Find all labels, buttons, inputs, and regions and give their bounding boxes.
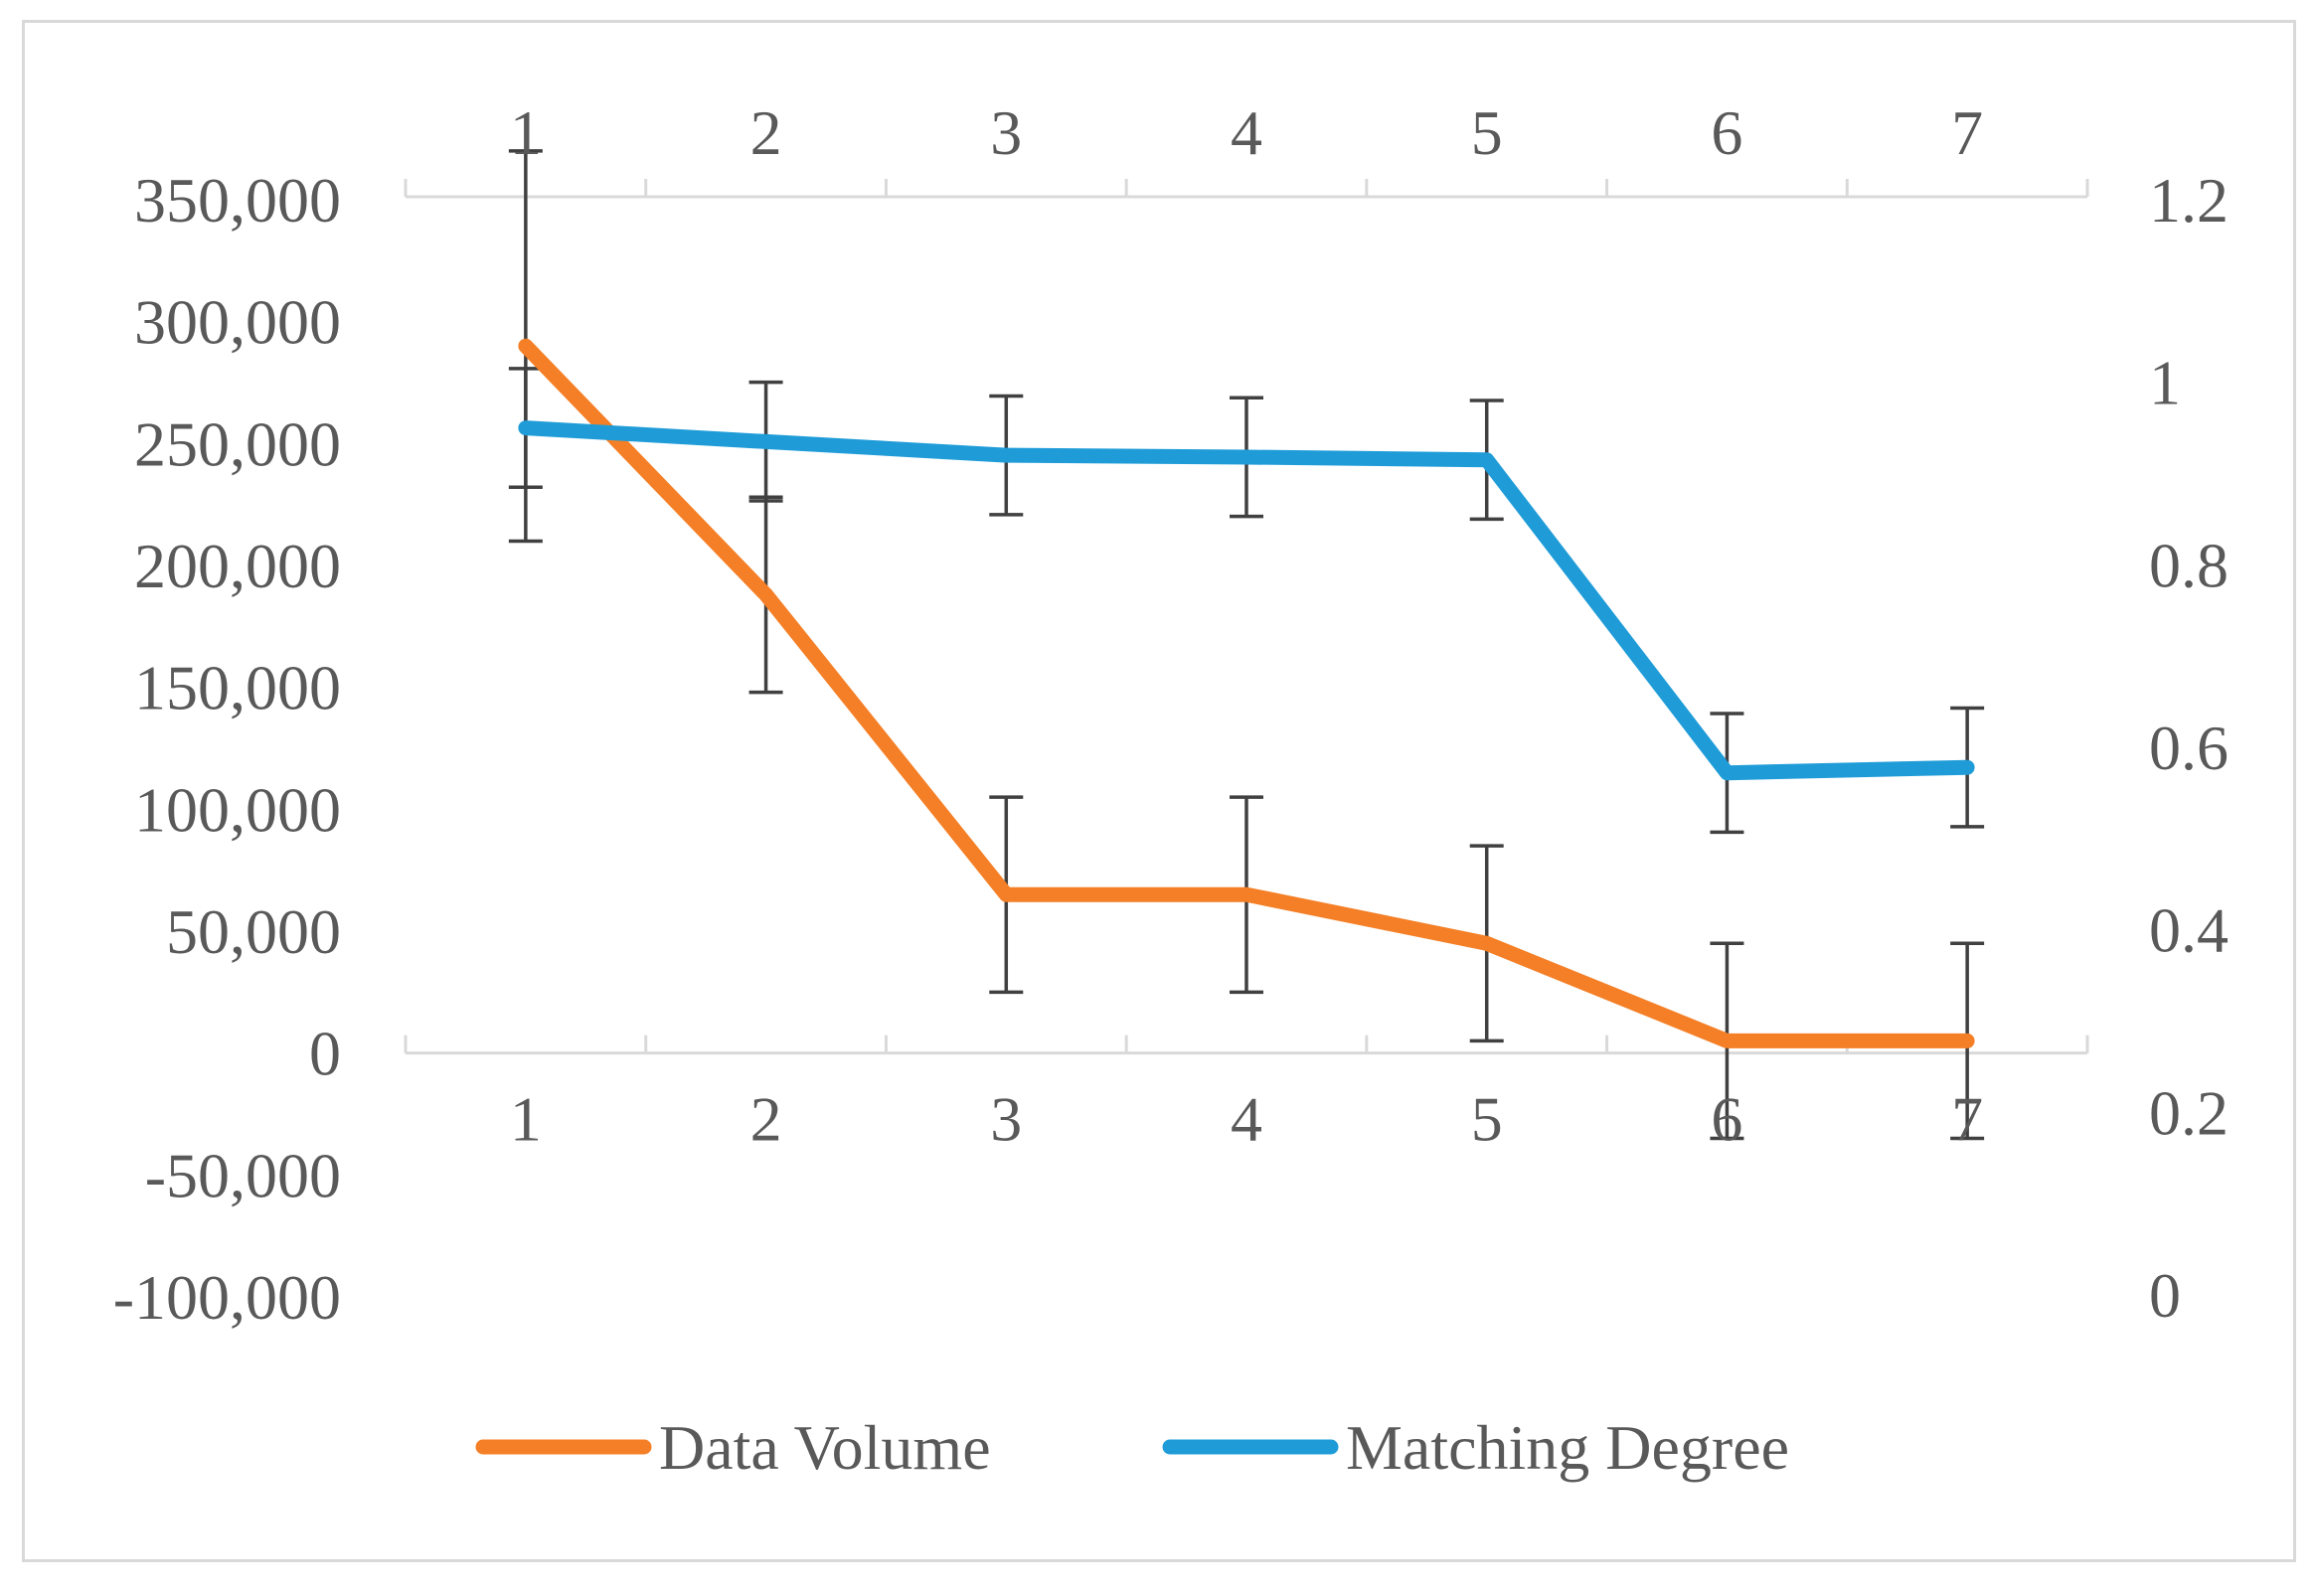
x-bottom-tick-label: 1 [510, 1084, 542, 1155]
x-bottom-tick-label: 7 [1951, 1084, 1983, 1155]
x-bottom-tick-label: 5 [1471, 1084, 1503, 1155]
y-right-tick-label: 0.2 [2149, 1077, 2229, 1148]
y-left-tick-label: -100,000 [113, 1262, 341, 1333]
y-left-tick-label: 300,000 [134, 287, 341, 358]
x-bottom-tick-label: 6 [1711, 1084, 1742, 1155]
x-bottom-tick-label: 3 [990, 1084, 1022, 1155]
chart-svg: 1 2 3 4 5 6 7 1 2 3 4 5 6 7 350,000 300,000 250,000 200,0… [113, 97, 2229, 1483]
y-left-tick-label: 0 [309, 1019, 341, 1089]
y-right-tick-label: 1.2 [2149, 165, 2229, 236]
legend: Data Volume Matching Degree [475, 1412, 1789, 1483]
y-left-tick-label: 250,000 [134, 408, 341, 479]
x-top-tick-label: 2 [750, 97, 782, 168]
legend-label: Data Volume [659, 1412, 991, 1483]
x-bottom-tick-label: 2 [750, 1084, 782, 1155]
y-left-tick-label: 100,000 [134, 774, 341, 845]
y-right-tick-label: 0.8 [2149, 530, 2229, 600]
axes-layer [404, 179, 2089, 1055]
y-left-tick-label: 200,000 [134, 531, 341, 601]
y-left-tick-label: 50,000 [166, 896, 341, 967]
y-right-tick-label: 0.6 [2149, 713, 2229, 783]
x-bottom-tick-label: 4 [1231, 1084, 1262, 1155]
x-top-tick-label: 7 [1951, 97, 1983, 168]
x-top-tick-label: 4 [1231, 97, 1262, 168]
tick-labels-layer: 1 2 3 4 5 6 7 1 2 3 4 5 6 7 350,000 300,000 250,000 200,0… [113, 97, 2229, 1333]
x-top-tick-label: 6 [1711, 97, 1742, 168]
y-left-tick-label: -50,000 [145, 1140, 341, 1210]
y-right-tick-label: 0 [2149, 1260, 2181, 1331]
matching-degree-line [518, 420, 1975, 781]
legend-label: Matching Degree [1346, 1412, 1789, 1483]
error-bars-layer [508, 149, 1985, 1141]
data-volume-line [518, 338, 1975, 1048]
x-top-tick-label: 3 [990, 97, 1022, 168]
y-right-tick-label: 1 [2149, 348, 2181, 418]
x-top-tick-label: 5 [1471, 97, 1503, 168]
y-right-tick-label: 0.4 [2149, 895, 2229, 966]
y-left-tick-label: 350,000 [134, 165, 341, 236]
chart-frame: 1 2 3 4 5 6 7 1 2 3 4 5 6 7 350,000 300,000 250,000 200,0… [22, 20, 2296, 1562]
y-left-tick-label: 150,000 [134, 653, 341, 723]
x-top-tick-label: 1 [510, 97, 542, 168]
series-lines-layer [518, 338, 1975, 1048]
